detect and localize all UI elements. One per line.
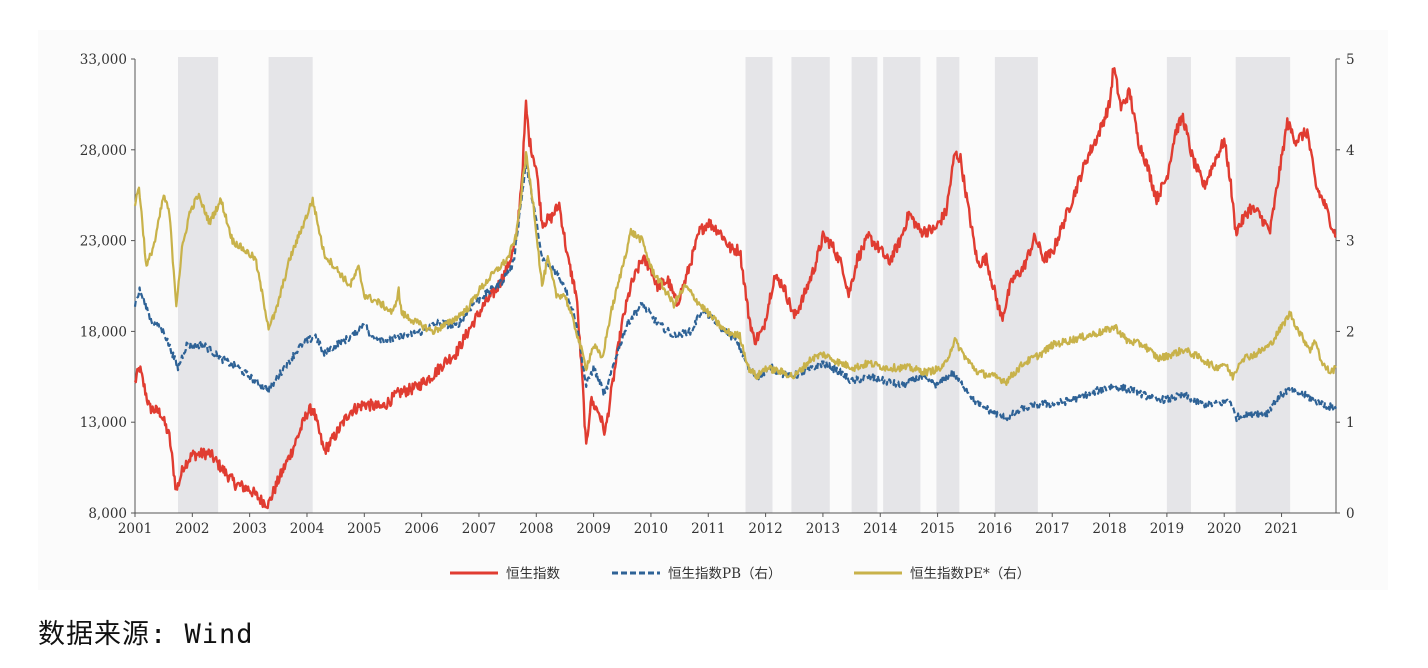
x-tick-label: 2003 (232, 521, 266, 537)
right-tick-label: 2 (1346, 324, 1355, 340)
x-tick-label: 2006 (404, 521, 438, 537)
x-tick-label: 2020 (1207, 521, 1241, 537)
shaded-period (883, 57, 921, 513)
hsi-index-line (133, 67, 1337, 510)
x-tick-label: 2021 (1264, 521, 1298, 537)
x-tick-label: 2011 (691, 521, 725, 537)
left-tick-label: 18,000 (80, 324, 127, 340)
right-tick-label: 3 (1346, 234, 1355, 250)
left-tick-label: 33,000 (80, 52, 127, 68)
x-tick-label: 2007 (462, 521, 496, 537)
left-tick-label: 28,000 (80, 143, 127, 159)
x-tick-label: 2005 (347, 521, 381, 537)
x-tick-label: 2018 (1092, 521, 1126, 537)
left-tick-label: 8,000 (88, 506, 127, 522)
x-tick-label: 2016 (978, 521, 1012, 537)
chart-panel: 8,000 13,000 18,000 23,000 28,000 33,000 0 1 2 3 4… (38, 30, 1388, 590)
hsi-pe-line (133, 151, 1337, 386)
shaded-period (1235, 57, 1291, 513)
legend-label: 恒生指数PB（右） (668, 566, 782, 582)
x-tick-label: 2004 (290, 521, 324, 537)
x-tick-label: 2015 (920, 521, 954, 537)
right-tick-label: 1 (1346, 415, 1355, 431)
x-tick-label: 2017 (1035, 521, 1069, 537)
shaded-period (851, 57, 878, 513)
x-tick-label: 2002 (175, 521, 209, 537)
chart: 8,000 13,000 18,000 23,000 28,000 33,000 0 1 2 3 4… (80, 52, 1355, 582)
right-tick-label: 4 (1346, 143, 1355, 159)
left-tick-label: 23,000 (80, 234, 127, 250)
x-tick-label: 2009 (576, 521, 610, 537)
right-tick-label: 5 (1346, 52, 1355, 68)
x-tick-label: 2001 (118, 521, 152, 537)
x-tick-label: 2013 (806, 521, 840, 537)
legend-label: 恒生指数PE*（右） (910, 566, 1030, 582)
x-tick-label: 2014 (863, 521, 897, 537)
source-note: 数据来源: Wind (38, 619, 254, 650)
right-tick-label: 0 (1346, 506, 1355, 522)
left-tick-label: 13,000 (80, 415, 127, 431)
x-tick-label: 2008 (519, 521, 553, 537)
x-tick-label: 2010 (634, 521, 668, 537)
shaded-period (745, 57, 773, 513)
shaded-period (177, 57, 219, 513)
shaded-period (936, 57, 960, 513)
shaded-period (994, 57, 1038, 513)
x-tick-label: 2019 (1150, 521, 1184, 537)
legend-label: 恒生指数 (506, 566, 560, 582)
shaded-period (791, 57, 830, 513)
shaded-period (268, 57, 313, 513)
x-tick-label: 2012 (748, 521, 782, 537)
